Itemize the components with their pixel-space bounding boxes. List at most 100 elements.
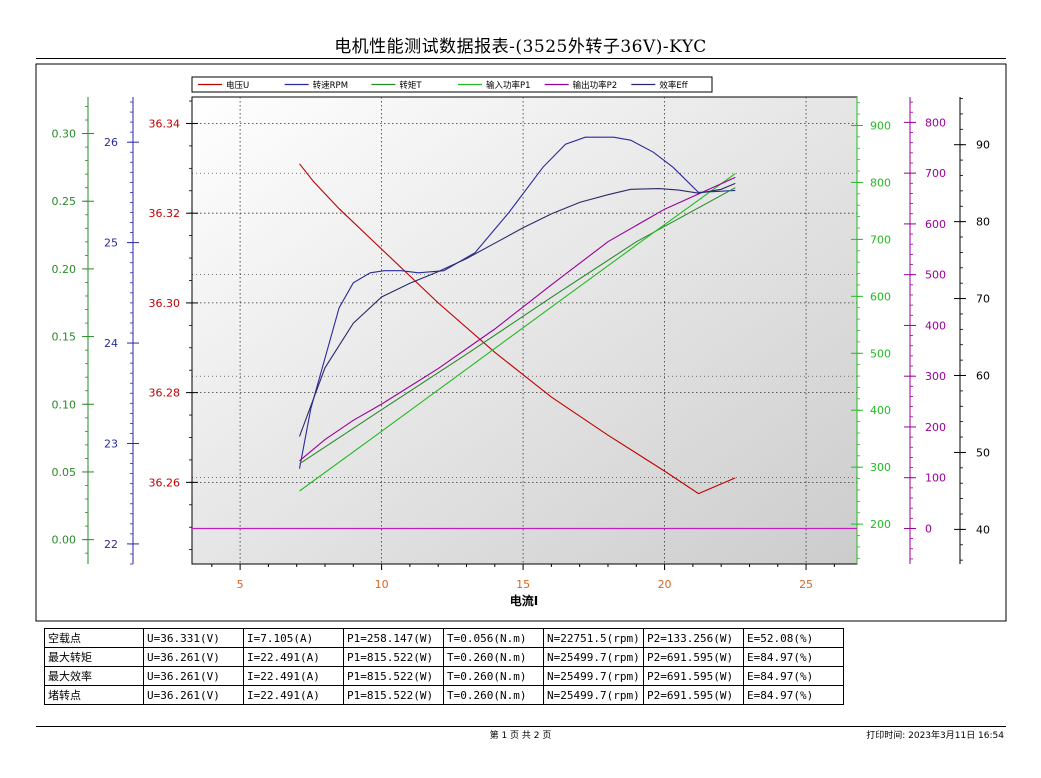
table-cell: N=25499.7(rpm) (543, 666, 644, 686)
legend-item-label: 输入功率P1 (486, 80, 531, 91)
table-cell: I=22.491(A) (243, 647, 344, 667)
plot-area (191, 96, 858, 565)
table-cell: E=84.97(%) (743, 685, 844, 705)
p1-tick-label: 200 (870, 518, 891, 531)
p2-tick-label: 400 (925, 319, 946, 332)
table-cell: N=25499.7(rpm) (543, 647, 644, 667)
x-tick-label: 5 (237, 578, 244, 591)
torque-tick-label: 0.10 (52, 398, 77, 411)
table-cell: E=52.08(%) (743, 628, 844, 648)
table-cell: N=22751.5(rpm) (543, 628, 644, 648)
p2-tick-label: 200 (925, 421, 946, 434)
table-cell: U=36.261(V) (143, 647, 244, 667)
p2-tick-label: 100 (925, 472, 946, 485)
speed-tick-label: 24 (104, 337, 118, 350)
table-cell: U=36.261(V) (143, 666, 244, 686)
eff-tick-label: 60 (976, 370, 990, 383)
table-cell: P2=133.256(W) (643, 628, 744, 648)
table-cell: I=7.105(A) (243, 628, 344, 648)
voltage-tick-label: 36.32 (149, 207, 181, 220)
speed-tick-label: 23 (104, 437, 118, 450)
speed-tick-label: 25 (104, 237, 118, 250)
table-row: 空载点 U=36.331(V) I=7.105(A) P1=258.147(W) T=0… (44, 628, 844, 648)
title-divider (36, 58, 1006, 59)
table-cell: P1=815.522(W) (343, 647, 444, 667)
p1-tick-label: 700 (870, 233, 891, 246)
torque-tick-label: 0.00 (52, 534, 77, 547)
series-line-eff (298, 182, 736, 437)
table-cell: E=84.97(%) (743, 647, 844, 667)
x-tick-label: 25 (799, 578, 813, 591)
series (192, 136, 857, 530)
x-axis-label: 电流I (510, 593, 538, 608)
legend: 电压U 转速RPM 转矩T 输入功率P1 输出功率P2 效率Eff (191, 76, 713, 93)
voltage-tick-label: 36.28 (149, 387, 181, 400)
eff-tick-label: 70 (976, 293, 990, 306)
voltage-tick-label: 36.34 (149, 117, 181, 130)
footer-divider (36, 726, 1006, 727)
series-line-p2 (299, 176, 736, 462)
p2-tick-label: 600 (925, 218, 946, 231)
row-label: 堵转点 (44, 685, 144, 705)
table-cell: P2=691.595(W) (643, 666, 744, 686)
legend-item-label: 转矩T (399, 80, 422, 91)
table-row: 堵转点 U=36.261(V) I=22.491(A) P1=815.522(W) T=… (44, 685, 844, 705)
p1-tick-label: 900 (870, 119, 891, 132)
p2-tick-label: 300 (925, 370, 946, 383)
table-row: 最大转矩 U=36.261(V) I=22.491(A) P1=815.522(W) T… (44, 647, 844, 667)
torque-tick-label: 0.30 (52, 128, 77, 141)
row-label: 空载点 (44, 628, 144, 648)
torque-tick-label: 0.20 (52, 263, 77, 276)
p1-tick-label: 600 (870, 290, 891, 303)
x-tick-label: 20 (658, 578, 672, 591)
table-cell: N=25499.7(rpm) (543, 685, 644, 705)
legend-item-label: 电压U (226, 80, 249, 91)
speed-tick-label: 26 (104, 136, 118, 149)
series-line-voltage (299, 163, 736, 495)
axes: 5 10 15 20 25 0.00 0.05 0.10 0.15 0.20 0.25 0.30 22 2… (52, 97, 990, 591)
series-line-speed (298, 136, 736, 469)
torque-tick-label: 0.25 (52, 195, 77, 208)
eff-tick-label: 90 (976, 139, 990, 152)
print-time: 打印时间: 2023年3月11日 16:54 (866, 731, 1004, 741)
table-cell: U=36.261(V) (143, 685, 244, 705)
table-cell: I=22.491(A) (243, 685, 344, 705)
voltage-tick-label: 36.30 (149, 297, 181, 310)
p2-tick-label: 500 (925, 269, 946, 282)
legend-item-label: 输出功率P2 (573, 80, 618, 91)
legend-item-label: 效率Eff (659, 80, 688, 91)
torque-tick-label: 0.05 (52, 466, 77, 479)
legend-item-label: 转速RPM (313, 80, 348, 91)
speed-tick-label: 22 (104, 538, 118, 551)
row-label: 最大转矩 (44, 647, 144, 667)
row-label: 最大效率 (44, 666, 144, 686)
series-line-p1 (299, 173, 736, 492)
page-title: 电机性能测试数据报表-(3525外转子36V)-KYC (334, 37, 707, 57)
p2-tick-label: 700 (925, 167, 946, 180)
table-cell: T=0.056(N.m) (443, 628, 544, 648)
results-table: 空载点 U=36.331(V) I=7.105(A) P1=258.147(W) T=0… (44, 628, 844, 705)
p1-tick-label: 500 (870, 347, 891, 360)
torque-tick-label: 0.15 (52, 331, 77, 344)
voltage-tick-label: 36.26 (149, 476, 181, 489)
p1-tick-label: 400 (870, 404, 891, 417)
table-cell: I=22.491(A) (243, 666, 344, 686)
page-indicator: 第 1 页 共 2 页 (489, 731, 552, 741)
eff-tick-label: 40 (976, 523, 990, 536)
x-tick-label: 10 (375, 578, 389, 591)
x-tick-label: 15 (516, 578, 530, 591)
performance-chart: 5 10 15 20 25 0.00 0.05 0.10 0.15 0.20 0.25 0.30 22 2… (35, 63, 1007, 622)
table-cell: E=84.97(%) (743, 666, 844, 686)
p1-tick-label: 800 (870, 176, 891, 189)
table-cell: P2=691.595(W) (643, 685, 744, 705)
table-cell: P1=815.522(W) (343, 685, 444, 705)
legend-box (191, 76, 713, 93)
table-cell: U=36.331(V) (143, 628, 244, 648)
table-cell: P1=258.147(W) (343, 628, 444, 648)
table-row: 最大效率 U=36.261(V) I=22.491(A) P1=815.522(W) T… (44, 666, 844, 686)
eff-tick-label: 80 (976, 216, 990, 229)
table-cell: T=0.260(N.m) (443, 685, 544, 705)
p2-tick-label: 0 (925, 522, 932, 535)
eff-tick-label: 50 (976, 446, 990, 459)
table-cell: T=0.260(N.m) (443, 666, 544, 686)
